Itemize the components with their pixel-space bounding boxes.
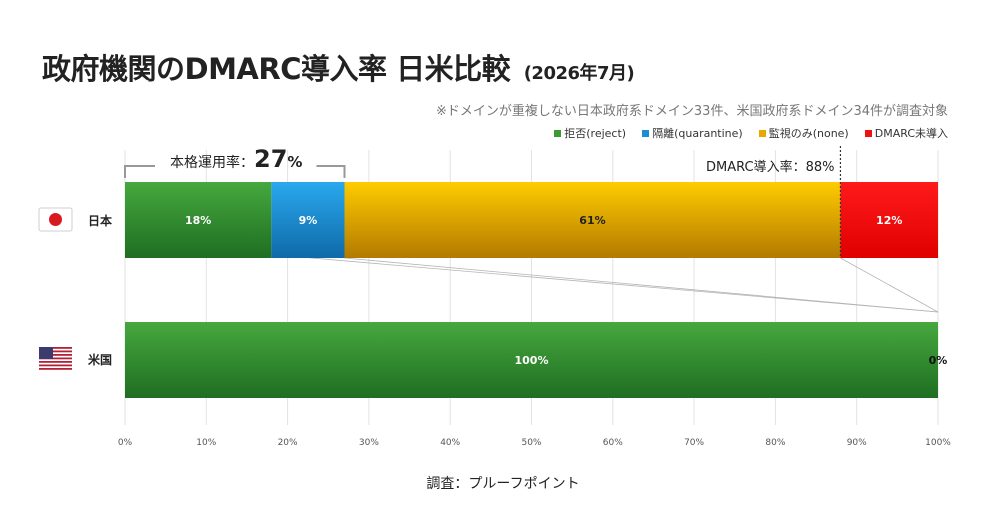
bar-segment bbox=[344, 182, 841, 258]
legend-item-no-dmarc: DMARC未導入 bbox=[864, 125, 948, 141]
japan-flag-icon bbox=[38, 207, 73, 232]
data-label: 12% bbox=[876, 214, 902, 227]
core-rate-bracket bbox=[124, 165, 155, 178]
survey-note: ※ドメインが重複しない日本政府系ドメイン33件、米国政府系ドメイン34件が調査対… bbox=[436, 104, 948, 119]
legend-item-reject: 拒否(reject) bbox=[554, 125, 626, 141]
connector-line bbox=[840, 257, 939, 313]
x-tick-label: 20% bbox=[278, 438, 298, 448]
legend-swatch-reject bbox=[554, 129, 562, 137]
usa-flag-icon bbox=[39, 347, 72, 370]
title-text: 政府機関のDMARC導入率 日米比較 bbox=[42, 52, 511, 86]
core-rate-label: 本格運用率：27% bbox=[170, 145, 302, 173]
data-label: 9% bbox=[299, 214, 318, 227]
data-label: 0% bbox=[929, 354, 948, 367]
dmarc-rate-label: DMARC導入率：88% bbox=[706, 160, 835, 175]
data-label: 61% bbox=[579, 214, 605, 227]
x-tick-label: 80% bbox=[765, 438, 785, 448]
bar-segment bbox=[125, 182, 272, 258]
legend-item-none: 監視のみ(none) bbox=[758, 125, 849, 141]
category-label-usa: 米国 bbox=[88, 353, 113, 367]
data-labels: 18% 9% 61% 12% 100% 0% bbox=[185, 214, 947, 367]
x-tick-label: 30% bbox=[359, 438, 379, 448]
data-label: 18% bbox=[185, 214, 211, 227]
x-axis-ticks: 0% 10% 20% 30% 40% 50% 60% 70% 80% 90% 100% bbox=[118, 438, 951, 448]
bar-segment bbox=[125, 322, 938, 398]
legend-swatch-no-dmarc bbox=[864, 129, 872, 137]
legend-label-reject: 拒否(reject) bbox=[564, 127, 627, 140]
legend-label-none: 監視のみ(none) bbox=[768, 127, 849, 140]
x-tick-label: 90% bbox=[847, 438, 867, 448]
legend-swatch-quarantine bbox=[642, 129, 650, 137]
core-rate-bracket bbox=[316, 165, 346, 178]
source-credit: 調査：プルーフポイント bbox=[426, 476, 580, 492]
connector-lines bbox=[265, 253, 939, 313]
category-label-japan: 日本 bbox=[88, 214, 113, 228]
legend-item-quarantine: 隔離(quarantine) bbox=[642, 125, 743, 141]
core-rate-value: 27 bbox=[254, 145, 288, 173]
x-tick-label: 100% bbox=[925, 438, 951, 448]
x-tick-label: 0% bbox=[118, 438, 133, 448]
legend-label-quarantine: 隔離(quarantine) bbox=[652, 127, 743, 140]
bar-segment bbox=[840, 182, 938, 258]
x-tick-label: 10% bbox=[196, 438, 216, 448]
x-tick-label: 40% bbox=[440, 438, 460, 448]
bar-segment bbox=[271, 182, 345, 258]
chart-title: 政府機関のDMARC導入率 日米比較 (2026年7月) bbox=[42, 46, 635, 88]
legend-label-no-dmarc: DMARC未導入 bbox=[874, 127, 948, 140]
bars bbox=[125, 182, 938, 398]
x-tick-label: 60% bbox=[603, 438, 623, 448]
core-rate-unit: % bbox=[287, 153, 303, 171]
core-rate-caption: 本格運用率： bbox=[170, 155, 254, 171]
x-tick-label: 70% bbox=[684, 438, 704, 448]
annotations bbox=[124, 146, 842, 258]
title-date: (2026年7月) bbox=[523, 63, 635, 84]
data-label: 100% bbox=[515, 354, 549, 367]
connector-line bbox=[265, 253, 939, 313]
legend-swatch-none bbox=[758, 129, 766, 137]
x-tick-label: 50% bbox=[521, 438, 541, 448]
legend: 拒否(reject) 隔離(quarantine) 監視のみ(none) DMA… bbox=[554, 125, 948, 141]
connector-line bbox=[344, 257, 939, 313]
